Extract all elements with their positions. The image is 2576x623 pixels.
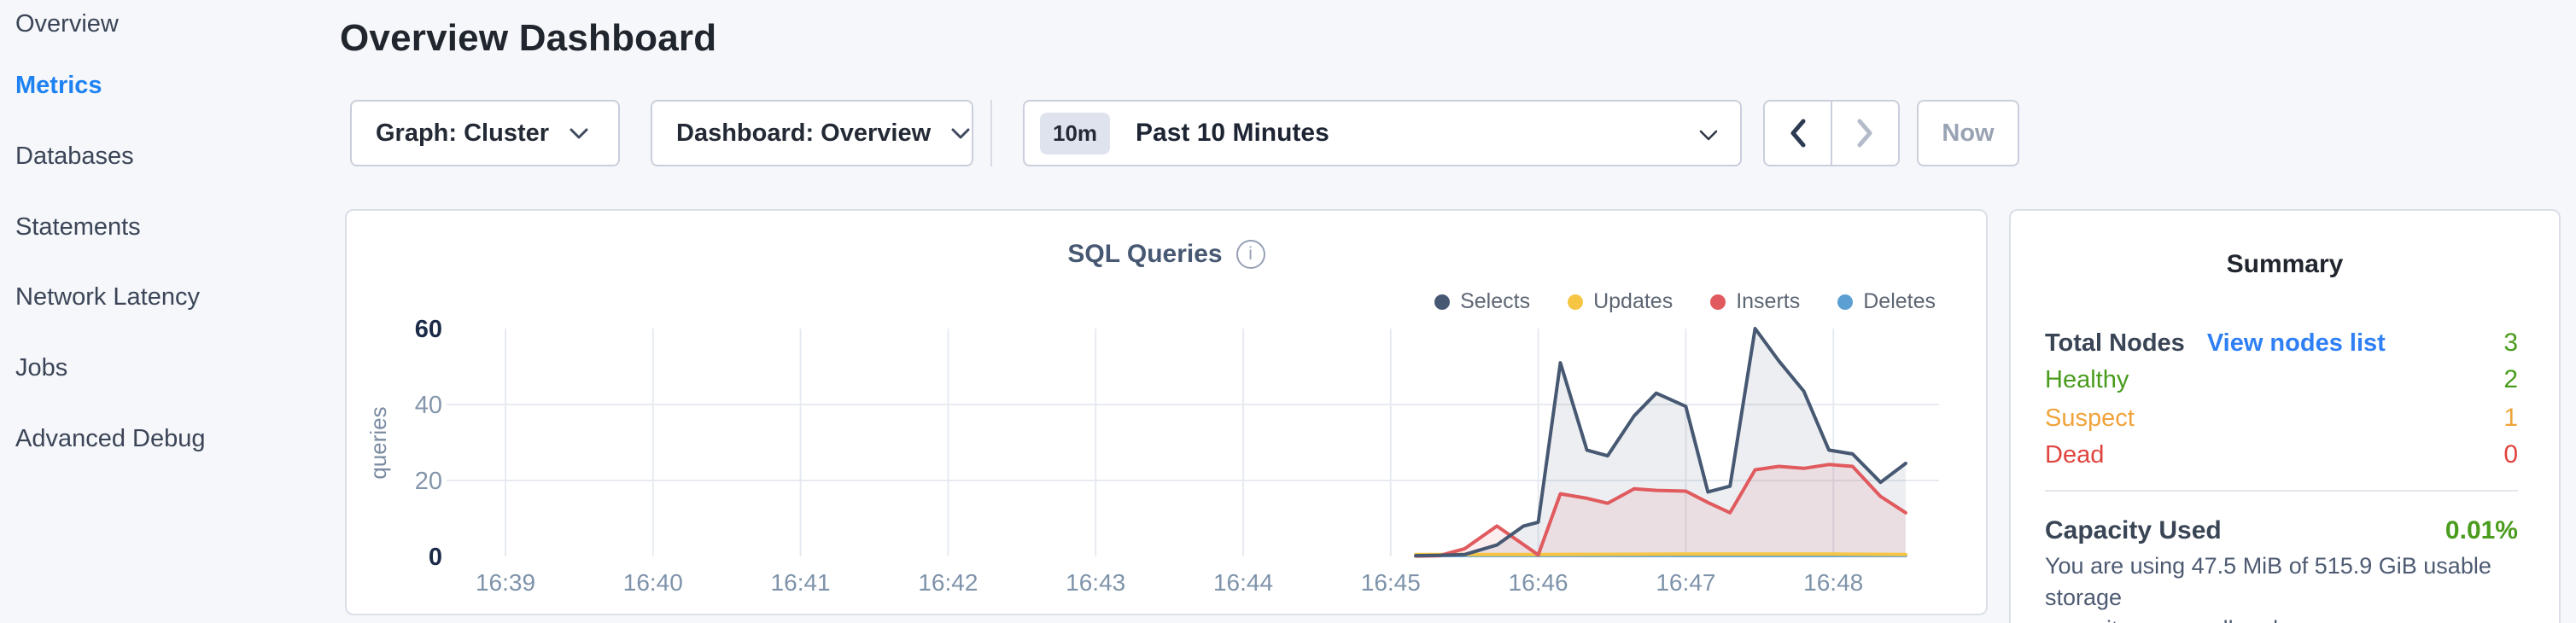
chevron-right-icon <box>1857 119 1872 148</box>
y-tick-label: 60 <box>415 316 442 343</box>
sidebar-item-network-latency[interactable]: Network Latency <box>15 283 200 311</box>
deletes-dot-icon <box>1837 294 1854 310</box>
x-tick-label: 16:43 <box>1066 569 1125 596</box>
series-area-inserts <box>1416 464 1906 556</box>
y-tick-label: 0 <box>429 544 442 571</box>
chevron-left-icon <box>1790 119 1805 148</box>
suspect-label: Suspect <box>2045 404 2135 432</box>
y-tick-label: 40 <box>415 392 442 419</box>
summary-row-total-nodes: Total Nodes View nodes list 3 <box>2045 328 2518 358</box>
legend-item-selects[interactable]: Selects <box>1434 289 1530 314</box>
y-tick-label: 20 <box>415 468 442 495</box>
legend-label: Updates <box>1593 289 1674 313</box>
sidebar-item-overview[interactable]: Overview <box>15 10 119 38</box>
sidebar-item-databases[interactable]: Databases <box>15 143 134 170</box>
view-nodes-list-link[interactable]: View nodes list <box>2206 329 2386 357</box>
summary-row-healthy: Healthy 2 <box>2045 364 2518 395</box>
x-tick-label: 16:46 <box>1509 569 1568 596</box>
capacity-caption-line1: You are using 47.5 MiB of 515.9 GiB usab… <box>2045 553 2491 610</box>
chart-header: SQL Queries i <box>347 240 1986 269</box>
x-tick-label: 16:48 <box>1803 569 1863 596</box>
now-button-label: Now <box>1942 119 1995 147</box>
x-tick-label: 16:42 <box>918 569 978 596</box>
dead-label: Dead <box>2045 440 2105 469</box>
graph-scope-dropdown-label: Graph: Cluster <box>376 119 550 147</box>
chevron-down-icon <box>1699 130 1718 141</box>
sidebar-item-statements[interactable]: Statements <box>15 213 141 241</box>
sql-queries-chart-plot[interactable]: 16:39 16:40 16:41 16:42 16:43 16:44 16:45 16:46… <box>347 211 1989 617</box>
series-line-selects <box>1414 327 1907 558</box>
total-nodes-value: 3 <box>2503 329 2518 357</box>
summary-divider <box>2045 490 2518 492</box>
next-time-window-button[interactable] <box>1832 102 1898 165</box>
legend-label: Inserts <box>1736 289 1801 313</box>
series-area-selects <box>1416 329 1906 556</box>
summary-row-dead: Dead 0 <box>2045 440 2518 470</box>
dashboard-dropdown-label: Dashboard: Overview <box>676 119 932 147</box>
sidebar: Overview Metrics Databases Statements Ne… <box>0 0 345 623</box>
time-range-badge: 10m <box>1040 112 1111 154</box>
x-tick-label: 16:40 <box>623 569 683 596</box>
chart-title: SQL Queries <box>1067 240 1223 268</box>
sidebar-item-metrics[interactable]: Metrics <box>15 72 102 99</box>
toolbar-divider <box>990 100 992 166</box>
sidebar-item-advanced-debug[interactable]: Advanced Debug <box>15 425 206 452</box>
legend-label: Selects <box>1460 289 1531 313</box>
series-line-updates <box>1414 552 1907 556</box>
dashboard-dropdown[interactable]: Dashboard: Overview <box>651 100 973 166</box>
capacity-used-value: 0.01% <box>2445 516 2518 544</box>
legend-label: Deletes <box>1863 289 1936 313</box>
sidebar-item-jobs[interactable]: Jobs <box>15 354 68 381</box>
y-axis-label: queries <box>365 406 391 479</box>
x-tick-label: 16:41 <box>771 569 831 596</box>
arrow-separator <box>1831 102 1832 165</box>
healthy-value: 2 <box>2503 365 2518 393</box>
chevron-down-icon <box>951 128 970 138</box>
chart-legend: Selects Updates Inserts Deletes <box>1434 289 1936 314</box>
series-line-inserts <box>1414 463 1907 558</box>
legend-item-updates[interactable]: Updates <box>1568 289 1673 314</box>
page-title: Overview Dashboard <box>340 17 717 59</box>
time-range-label: Past 10 Minutes <box>1136 119 1329 147</box>
now-button[interactable]: Now <box>1917 100 2019 166</box>
x-tick-label: 16:39 <box>476 569 535 596</box>
time-window-arrows <box>1763 100 1900 166</box>
healthy-label: Healthy <box>2045 365 2129 393</box>
capacity-caption-line2: capacity across all nodes. <box>2045 614 2559 623</box>
dead-value: 0 <box>2503 440 2518 469</box>
chevron-down-icon <box>570 128 588 138</box>
x-tick-label: 16:44 <box>1213 569 1273 596</box>
updates-dot-icon <box>1568 294 1584 310</box>
summary-row-suspect: Suspect 1 <box>2045 403 2518 434</box>
summary-panel: Summary Total Nodes View nodes list 3 He… <box>2009 209 2561 623</box>
graph-scope-dropdown[interactable]: Graph: Cluster <box>350 100 620 166</box>
legend-item-inserts[interactable]: Inserts <box>1710 289 1800 314</box>
sql-queries-chart-card: 16:39 16:40 16:41 16:42 16:43 16:44 16:45 16:46… <box>345 209 1988 615</box>
suspect-value: 1 <box>2503 404 2518 432</box>
total-nodes-label: Total Nodes <box>2045 329 2185 357</box>
capacity-used-label: Capacity Used <box>2045 516 2222 544</box>
prev-time-window-button[interactable] <box>1765 102 1831 165</box>
x-tick-label: 16:45 <box>1361 569 1421 596</box>
selects-dot-icon <box>1434 294 1451 310</box>
inserts-dot-icon <box>1710 294 1726 310</box>
time-range-selector[interactable]: 10m Past 10 Minutes <box>1023 100 1742 166</box>
capacity-caption: You are using 47.5 MiB of 515.9 GiB usab… <box>2045 550 2559 623</box>
summary-row-capacity: Capacity Used 0.01% <box>2045 515 2518 546</box>
summary-title: Summary <box>2226 250 2344 278</box>
x-tick-label: 16:47 <box>1656 569 1715 596</box>
legend-item-deletes[interactable]: Deletes <box>1837 289 1936 314</box>
info-icon[interactable]: i <box>1235 240 1265 269</box>
